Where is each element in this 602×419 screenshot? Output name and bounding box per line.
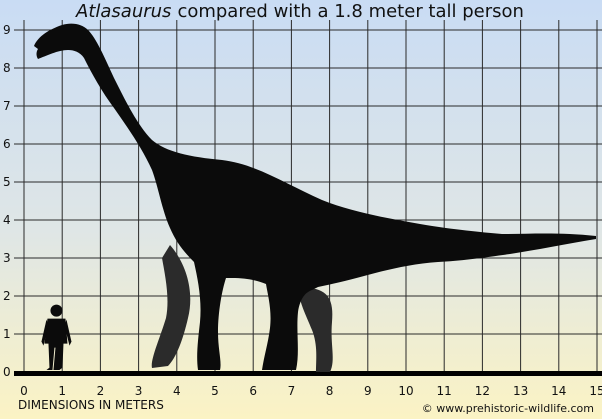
x-tick-label: 1 (58, 384, 66, 398)
x-tick-label: 5 (211, 384, 219, 398)
x-tick-label: 8 (326, 384, 334, 398)
x-tick-label: 4 (173, 384, 181, 398)
x-tick-labels: 0 1 2 3 4 5 6 7 8 9 10 11 12 13 14 15 (20, 384, 602, 398)
far-hind-leg (299, 288, 333, 372)
x-tick-label: 0 (20, 384, 28, 398)
y-tick-label: 1 (3, 327, 11, 341)
y-tick-label: 3 (3, 251, 11, 265)
x-tick-label: 15 (589, 384, 602, 398)
x-tick-label: 12 (475, 384, 490, 398)
human-body-part (50, 304, 63, 317)
x-tick-label: 6 (249, 384, 257, 398)
x-tick-label: 14 (551, 384, 566, 398)
x-tick-label: 11 (437, 384, 452, 398)
y-tick-label: 7 (3, 99, 11, 113)
x-axis-label: DIMENSIONS IN METERS (18, 398, 164, 412)
y-tick-label: 5 (3, 175, 11, 189)
far-legs (151, 245, 333, 372)
y-tick-label: 2 (3, 289, 11, 303)
x-tick-label: 10 (398, 384, 413, 398)
x-tick-label: 9 (364, 384, 372, 398)
y-tick-labels: 0 1 2 3 4 5 6 7 8 9 (3, 23, 11, 379)
x-tick-label: 2 (97, 384, 105, 398)
y-tick-label: 8 (3, 61, 11, 75)
y-tick-label: 4 (3, 213, 11, 227)
x-tick-label: 7 (288, 384, 296, 398)
title-species: Atlasaurus (75, 1, 171, 22)
human-body-part (44, 318, 68, 370)
x-tick-label: 13 (513, 384, 528, 398)
x-tick-label: 3 (135, 384, 143, 398)
page-title: Atlasaurus compared with a 1.8 meter tall… (75, 1, 524, 22)
y-tick-label: 9 (3, 23, 11, 37)
title-rest: compared with a 1.8 meter tall person (177, 1, 524, 22)
atlasaurus-silhouette (34, 23, 596, 371)
human-body-part (41, 319, 49, 346)
human-body-part (64, 319, 72, 346)
y-tick-label: 6 (3, 137, 11, 151)
ground-line (14, 371, 602, 376)
human-silhouette (41, 304, 72, 370)
credit-text: © www.prehistoric-wildlife.com (422, 402, 594, 415)
y-tick-label: 0 (3, 365, 11, 379)
far-front-leg (151, 245, 191, 368)
